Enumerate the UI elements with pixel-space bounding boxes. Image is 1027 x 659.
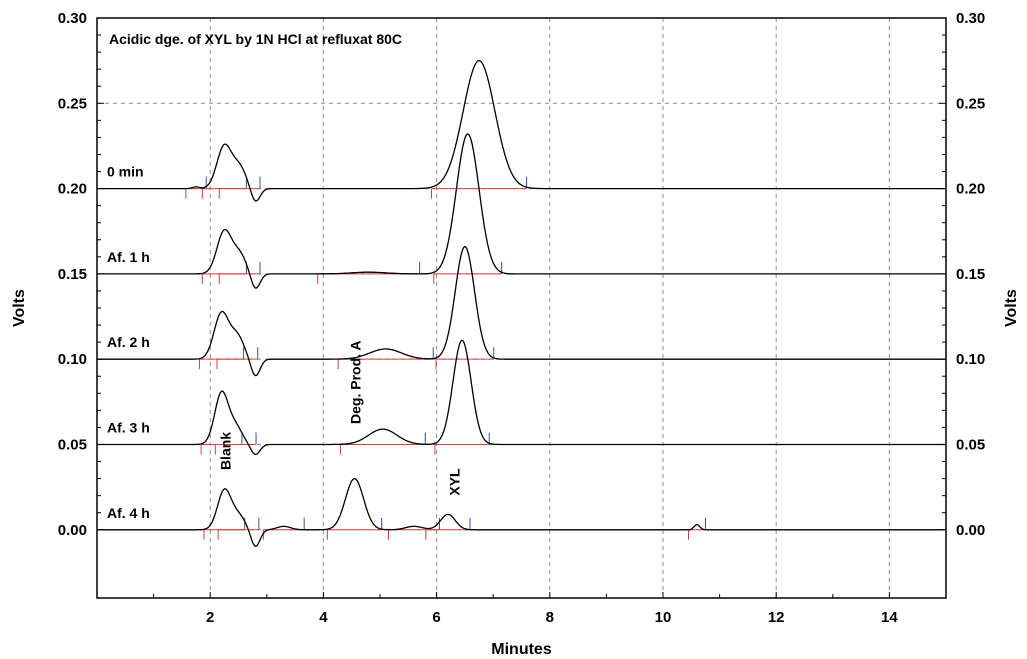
- y-tick-label-left: 0.00: [58, 522, 87, 539]
- series-label: Af. 2 h: [107, 334, 150, 350]
- grid-lines: [97, 18, 946, 598]
- trace-line: [97, 59, 946, 202]
- series-label: Af. 4 h: [107, 505, 150, 521]
- y-axis-title-right: Volts: [1003, 289, 1020, 327]
- x-axis-title: Minutes: [491, 641, 552, 658]
- y-tick-label-right: 0.05: [956, 436, 985, 453]
- peak-annotation: Deg. Prod. A: [348, 341, 364, 425]
- x-tick-label: 4: [319, 609, 328, 626]
- x-tick-label: 2: [206, 609, 214, 626]
- x-tick-label: 14: [881, 609, 898, 626]
- series-label: Af. 3 h: [107, 419, 150, 435]
- y-tick-label-left: 0.20: [58, 181, 87, 198]
- x-tick-label: 12: [768, 609, 785, 626]
- x-tick-label: 6: [432, 609, 440, 626]
- axis-ticks: 2 4 6 8 10 12 14 0.00 0.00 0.05 0.05 0.10 0.10 0.15 0.…: [58, 10, 985, 626]
- trace-lines: [97, 59, 946, 547]
- trace-line: [97, 133, 946, 289]
- y-axis-title-left: Volts: [11, 289, 28, 327]
- trace-line: [97, 339, 946, 456]
- y-tick-label-right: 0.20: [956, 181, 985, 198]
- y-tick-label-right: 0.00: [956, 522, 985, 539]
- y-tick-label-left: 0.15: [58, 266, 87, 283]
- y-tick-label-right: 0.10: [956, 351, 985, 368]
- series-labels: 0 min Af. 1 h Af. 2 h Af. 3 h Af. 4 h: [107, 164, 150, 521]
- y-tick-label-left: 0.10: [58, 351, 87, 368]
- x-tick-label: 10: [655, 609, 672, 626]
- trace-line: [97, 477, 946, 547]
- peak-annotations: Blank Deg. Prod. A XYL: [217, 341, 462, 496]
- y-tick-label-right: 0.25: [956, 95, 985, 112]
- y-tick-label-left: 0.25: [58, 95, 87, 112]
- y-tick-label-right: 0.30: [956, 10, 985, 27]
- peak-annotation: Blank: [217, 432, 233, 470]
- y-tick-label-right: 0.15: [956, 266, 985, 283]
- y-tick-label-left: 0.30: [58, 10, 87, 27]
- series-label: 0 min: [107, 164, 144, 180]
- y-tick-label-left: 0.05: [58, 436, 87, 453]
- plot-frame: [96, 17, 947, 599]
- trace-line: [97, 245, 946, 377]
- chart-title: Acidic dge. of XYL by 1N HCl at refluxat…: [109, 31, 402, 47]
- x-tick-label: 8: [546, 609, 554, 626]
- peak-annotation: XYL: [447, 468, 463, 496]
- series-label: Af. 1 h: [107, 249, 150, 265]
